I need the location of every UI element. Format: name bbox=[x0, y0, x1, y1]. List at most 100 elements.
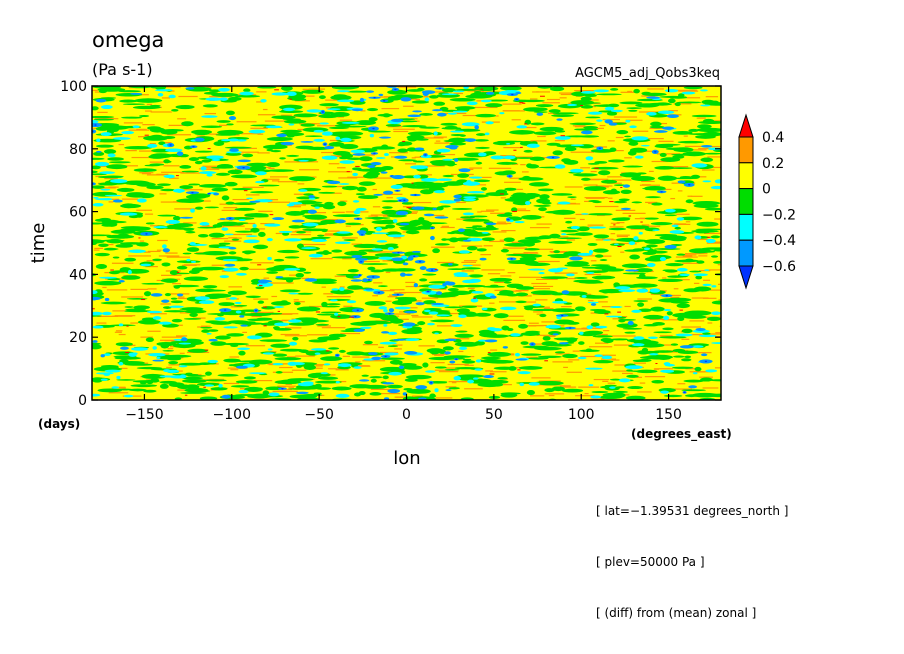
field-cell-strong-negative bbox=[570, 168, 584, 173]
field-streak-positive bbox=[553, 386, 577, 388]
field-cell-negative bbox=[475, 146, 490, 149]
field-cell-strong-negative bbox=[383, 152, 389, 157]
field-cell-negative bbox=[357, 195, 379, 200]
field-cell-negative bbox=[536, 198, 551, 204]
field-cell-strong-negative bbox=[334, 241, 351, 245]
field-cell-strong-negative bbox=[413, 174, 421, 179]
field-streak-positive bbox=[351, 365, 371, 367]
field-cell-negative bbox=[271, 115, 296, 120]
field-streak-positive bbox=[394, 348, 402, 350]
field-cell-negative bbox=[103, 247, 118, 251]
field-cell-strong-negative bbox=[450, 324, 463, 327]
field-cell-negative bbox=[363, 384, 388, 389]
field-speck-positive bbox=[259, 284, 263, 286]
field-cell-negative bbox=[94, 280, 122, 286]
field-cell-negative bbox=[92, 234, 112, 237]
field-cell-negative bbox=[476, 248, 487, 252]
field-cell-strong-negative bbox=[646, 112, 657, 116]
field-cell-strong-negative bbox=[157, 92, 164, 97]
field-core-peak bbox=[384, 355, 387, 358]
field-cell-strong-negative bbox=[577, 356, 587, 360]
field-streak-positive bbox=[578, 386, 600, 388]
field-cell-negative bbox=[92, 344, 102, 350]
field-cell-strong-negative bbox=[636, 288, 649, 293]
field-speck-positive bbox=[539, 95, 545, 97]
field-cell-negative bbox=[504, 187, 517, 191]
field-cell-strong-negative bbox=[461, 122, 480, 127]
field-streak-positive bbox=[223, 225, 245, 227]
field-streak-positive bbox=[637, 391, 652, 393]
colorbar-segment bbox=[738, 162, 754, 190]
field-cell-strong-negative bbox=[602, 239, 611, 241]
field-cell-strong-negative bbox=[331, 288, 339, 291]
field-cell-negative bbox=[181, 379, 207, 383]
field-core bbox=[435, 291, 443, 295]
field-cell-strong-negative bbox=[466, 180, 472, 184]
field-cell-negative bbox=[551, 386, 565, 392]
field-cell-negative bbox=[211, 92, 239, 97]
field-cell-negative bbox=[405, 230, 420, 235]
field-streak-positive bbox=[537, 135, 546, 138]
field-streak-positive bbox=[620, 91, 637, 93]
field-core bbox=[355, 258, 369, 261]
field-cell-negative bbox=[381, 209, 400, 215]
field-streak-positive bbox=[438, 371, 459, 373]
field-cell-strong-negative bbox=[265, 125, 282, 129]
field-cell-negative bbox=[473, 179, 491, 183]
field-cell-negative bbox=[205, 371, 212, 376]
field-streak-positive bbox=[219, 124, 228, 126]
field-core bbox=[382, 190, 394, 195]
field-speck-positive bbox=[141, 299, 146, 301]
field-cell-negative bbox=[282, 232, 290, 236]
field-cell-strong-negative bbox=[313, 138, 325, 142]
field-core bbox=[700, 145, 713, 148]
field-streak-positive bbox=[583, 184, 598, 186]
field-cell-negative bbox=[321, 301, 328, 307]
field-streak-positive bbox=[510, 210, 531, 212]
field-streak-positive bbox=[163, 142, 172, 144]
field-cell-negative bbox=[448, 290, 472, 296]
field-core bbox=[380, 171, 388, 174]
field-cell-negative bbox=[238, 350, 246, 356]
field-streak-positive bbox=[714, 367, 721, 369]
field-cell-negative bbox=[610, 188, 617, 194]
field-streak-positive bbox=[326, 374, 336, 376]
field-cell-negative bbox=[713, 261, 721, 264]
field-streak-positive bbox=[104, 177, 118, 180]
field-streak-positive bbox=[217, 218, 235, 221]
field-cell-negative bbox=[674, 226, 681, 230]
field-cell-negative bbox=[663, 394, 683, 398]
field-core bbox=[399, 272, 406, 277]
field-cell-strong-negative bbox=[694, 235, 702, 240]
field-streak-positive bbox=[596, 255, 612, 257]
field-cell-strong-negative bbox=[452, 90, 465, 93]
field-cell-negative bbox=[465, 226, 478, 229]
field-cell-strong-negative bbox=[693, 273, 708, 277]
field-cell-negative bbox=[637, 350, 650, 355]
field-cell-strong-negative bbox=[352, 172, 358, 177]
field-cell-negative bbox=[606, 111, 618, 116]
field-cell-strong-negative bbox=[148, 352, 166, 357]
field-core-peak bbox=[382, 100, 386, 102]
field-cell-negative bbox=[133, 168, 157, 172]
field-core-peak bbox=[531, 343, 534, 345]
field-core bbox=[370, 162, 382, 166]
field-cell-negative bbox=[625, 225, 650, 230]
field-speck-positive bbox=[520, 146, 523, 148]
field-cell-strong-negative bbox=[585, 156, 594, 161]
field-streak-positive bbox=[693, 282, 700, 284]
field-streak-positive bbox=[118, 386, 126, 388]
field-cell-negative bbox=[266, 162, 280, 168]
field-cell-negative bbox=[589, 308, 606, 312]
field-cell-strong-negative bbox=[132, 125, 140, 129]
field-cell-negative bbox=[100, 239, 125, 242]
field-cell-strong-negative bbox=[664, 208, 676, 213]
field-core-peak bbox=[145, 233, 148, 235]
field-streak-positive bbox=[703, 145, 721, 148]
field-cell-strong-negative bbox=[640, 144, 650, 147]
field-cell-negative bbox=[658, 298, 682, 303]
field-streak-positive bbox=[707, 156, 721, 158]
field-cell-negative bbox=[216, 164, 234, 169]
field-cell-negative bbox=[163, 159, 170, 164]
field-core bbox=[326, 180, 341, 185]
